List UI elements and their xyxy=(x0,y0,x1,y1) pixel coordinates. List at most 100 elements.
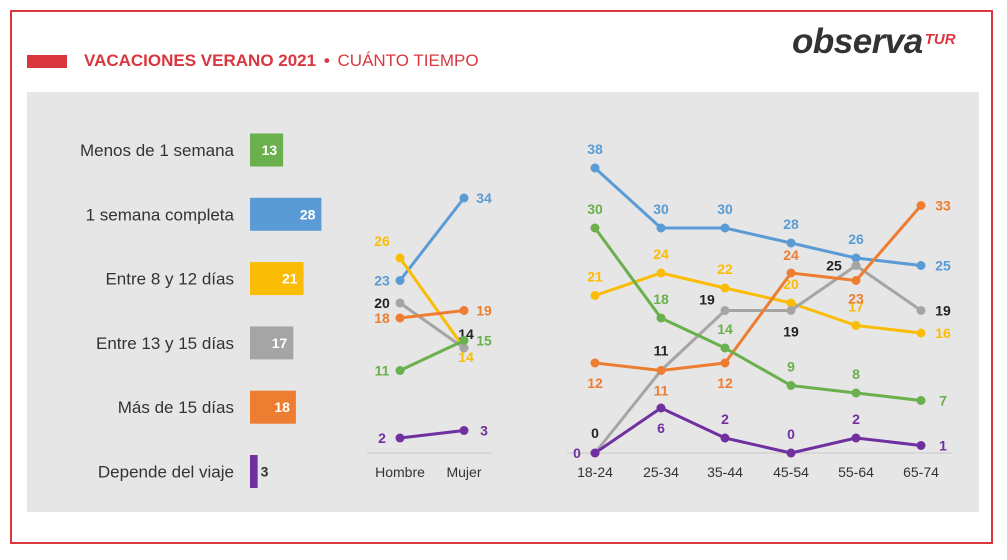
age-data-label: 2 xyxy=(721,411,729,427)
age-data-point xyxy=(656,403,666,413)
age-series-line xyxy=(593,226,923,402)
gender-data-label: 3 xyxy=(480,423,488,439)
age-data-point xyxy=(916,441,926,450)
gender-data-label: 26 xyxy=(374,233,390,249)
age-data-point xyxy=(656,223,666,233)
age-data-label: 14 xyxy=(717,321,733,337)
age-data-point xyxy=(786,448,796,458)
age-data-point xyxy=(720,283,730,293)
age-series-line xyxy=(593,264,923,455)
age-data-label: 24 xyxy=(783,247,799,263)
age-series-line xyxy=(593,204,923,372)
chart-svg: Menos de 1 semana 131 semana completa 28En… xyxy=(80,133,952,488)
gender-data-label: 20 xyxy=(374,295,390,311)
bar-value-label: 3 xyxy=(261,464,269,480)
age-data-label: 30 xyxy=(587,201,603,217)
age-x-tick-label: 18-24 xyxy=(577,464,613,480)
bar xyxy=(250,262,304,296)
bar xyxy=(250,197,322,231)
age-data-point xyxy=(851,433,861,443)
gender-data-point xyxy=(459,343,469,353)
gender-series-line xyxy=(398,429,466,440)
bar-category-label: Menos de 1 semana xyxy=(80,141,235,160)
age-data-label: 9 xyxy=(787,359,795,375)
bar-value-label: 17 xyxy=(272,335,288,351)
age-data-label: 30 xyxy=(717,201,733,217)
gender-data-point xyxy=(395,298,405,308)
gender-data-point xyxy=(459,306,469,315)
age-data-point xyxy=(590,163,600,173)
title-separator: • xyxy=(323,51,330,70)
age-data-point xyxy=(851,388,861,398)
bar xyxy=(250,390,296,424)
bar-category-label: Depende del viaje xyxy=(98,463,234,482)
gender-series-line xyxy=(398,196,466,282)
gender-data-point xyxy=(459,426,469,435)
bar-category-label: 1 semana completa xyxy=(86,205,235,224)
title-accent-bar xyxy=(27,55,67,68)
title-main: VACACIONES VERANO 2021 xyxy=(84,51,317,70)
age-data-label: 0 xyxy=(573,445,581,461)
age-x-tick-label: 25-34 xyxy=(643,464,679,480)
outer-frame xyxy=(10,10,993,544)
logo-word: observa xyxy=(792,22,923,61)
age-data-point xyxy=(720,343,730,353)
age-data-point xyxy=(916,201,926,210)
page-title: VACACIONES VERANO 2021 • CUÁNTO TIEMPO xyxy=(84,51,479,71)
age-data-point xyxy=(720,223,730,233)
age-data-label: 2 xyxy=(852,411,860,427)
age-data-point xyxy=(720,306,730,315)
age-data-point xyxy=(916,261,926,270)
age-data-label: 11 xyxy=(654,383,669,399)
age-data-point xyxy=(590,448,600,458)
gender-data-point xyxy=(395,366,405,375)
age-data-point xyxy=(720,433,730,443)
age-data-point xyxy=(851,321,861,330)
age-data-label: 18 xyxy=(653,291,669,307)
gender-data-point xyxy=(459,193,469,203)
age-x-tick-label: 55-64 xyxy=(838,464,874,480)
bar-category-label: Entre 13 y 15 días xyxy=(96,334,234,353)
gender-data-label: 14 xyxy=(458,349,474,365)
age-data-label: 7 xyxy=(939,393,947,409)
bar xyxy=(250,133,284,167)
age-x-tick-label: 35-44 xyxy=(707,464,743,480)
gender-data-label: 15 xyxy=(476,333,492,349)
age-data-label: 22 xyxy=(717,261,733,277)
age-data-label: 26 xyxy=(848,231,864,247)
age-data-label: 6 xyxy=(657,420,665,436)
age-data-label: 28 xyxy=(783,216,799,232)
age-data-label: 16 xyxy=(935,325,951,341)
gender-series-line xyxy=(398,339,466,372)
age-data-point xyxy=(656,366,666,375)
gender-data-label: 11 xyxy=(375,363,390,379)
age-data-point xyxy=(590,223,600,233)
age-data-point xyxy=(720,358,730,368)
age-data-label: 30 xyxy=(653,201,669,217)
age-data-label: 25 xyxy=(935,258,951,274)
age-data-point xyxy=(786,298,796,308)
gender-data-label: 23 xyxy=(374,273,390,289)
bar-value-label: 18 xyxy=(274,399,290,415)
gender-data-point xyxy=(395,313,405,323)
age-data-point xyxy=(656,313,666,323)
age-data-label: 0 xyxy=(591,425,599,441)
age-data-label: 38 xyxy=(587,141,603,157)
age-data-label: 23 xyxy=(848,291,864,307)
gender-data-label: 34 xyxy=(476,190,492,206)
bar xyxy=(250,455,258,488)
age-series-line xyxy=(593,406,923,455)
gender-data-point xyxy=(459,336,469,345)
age-data-label: 25 xyxy=(826,258,842,274)
age-data-point xyxy=(851,261,861,270)
age-data-label: 19 xyxy=(699,292,715,308)
gender-series-line xyxy=(398,301,466,350)
age-data-point xyxy=(916,306,926,315)
age-data-label: 12 xyxy=(587,375,603,391)
chart-panel: Menos de 1 semana 13 1 semana completa 28 En… xyxy=(27,92,979,512)
age-data-label: 12 xyxy=(717,375,733,391)
bar-value-label: 28 xyxy=(300,206,316,222)
age-data-point xyxy=(786,238,796,248)
age-data-point xyxy=(851,276,861,285)
age-data-point xyxy=(851,253,861,263)
